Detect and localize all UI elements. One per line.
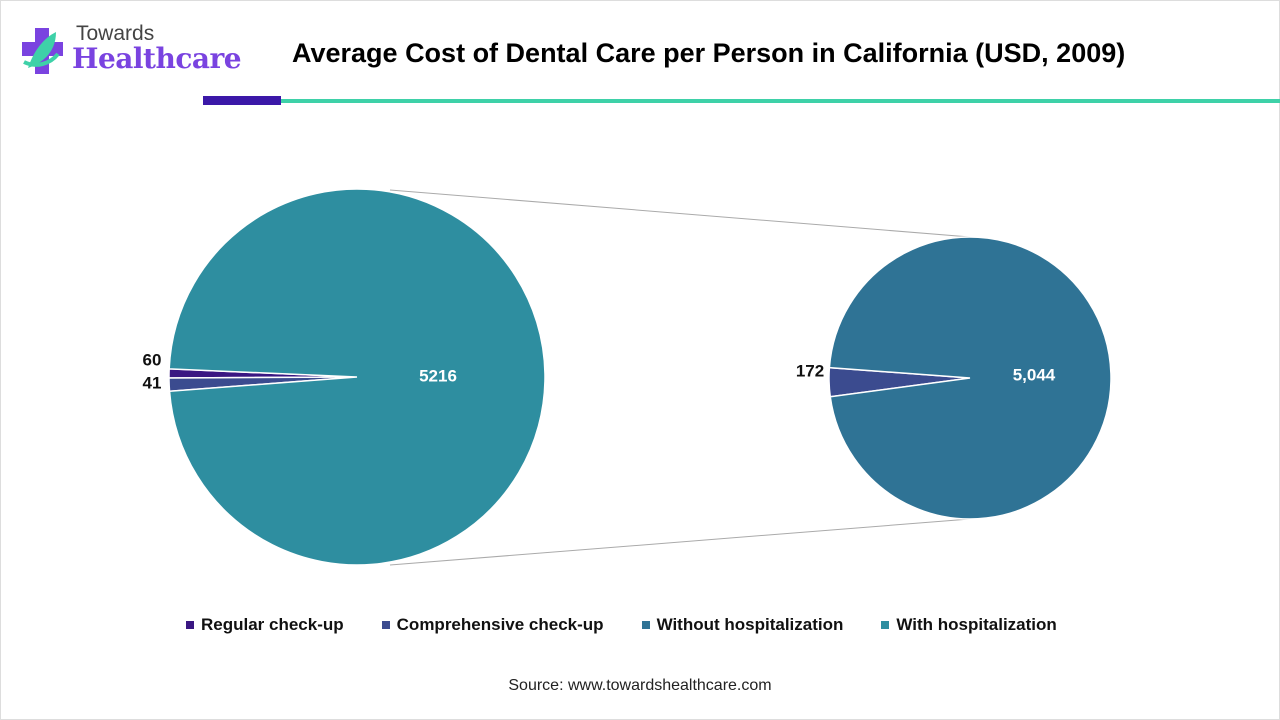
legend-item-regular: Regular check-up	[186, 615, 344, 635]
source-note: Source: www.towardshealthcare.com	[508, 677, 772, 694]
legend-label: With hospitalization	[896, 615, 1057, 634]
slice-other	[168, 188, 546, 566]
legend-item-with: With hospitalization	[881, 615, 1057, 635]
legend-label: Comprehensive check-up	[396, 615, 604, 634]
connector-line-top	[389, 189, 971, 238]
legend-item-without: Without hospitalization	[641, 615, 844, 635]
logo-text-healthcare: Healthcare	[72, 42, 242, 75]
legend-swatch	[186, 621, 194, 629]
data-label-regular: 41	[143, 373, 162, 392]
legend-item-comprehensive: Comprehensive check-up	[381, 615, 604, 635]
data-label-comprehensive: 60	[143, 350, 162, 369]
data-label-other: 5216	[419, 366, 457, 385]
slice-with-hospitalization	[828, 236, 1112, 520]
legend-swatch	[641, 621, 650, 629]
legend: Regular check-up Comprehensive check-up …	[186, 615, 1095, 635]
legend-swatch	[381, 621, 390, 629]
data-label-with: 5,044	[1013, 365, 1056, 384]
legend-swatch	[881, 621, 890, 629]
data-label-without: 172	[796, 361, 824, 380]
legend-label: Without hospitalization	[656, 615, 844, 634]
accent-bar-dark	[203, 96, 281, 105]
connector-line-bottom	[389, 518, 971, 566]
legend-label: Regular check-up	[201, 615, 344, 634]
medical-cross-leaf-icon	[22, 28, 63, 74]
towards-healthcare-logo: Towards Healthcare	[20, 22, 242, 82]
logo-text-towards: Towards	[76, 22, 155, 45]
chart-title: Average Cost of Dental Care per Person i…	[292, 38, 1126, 68]
accent-bar-light	[281, 99, 1280, 103]
